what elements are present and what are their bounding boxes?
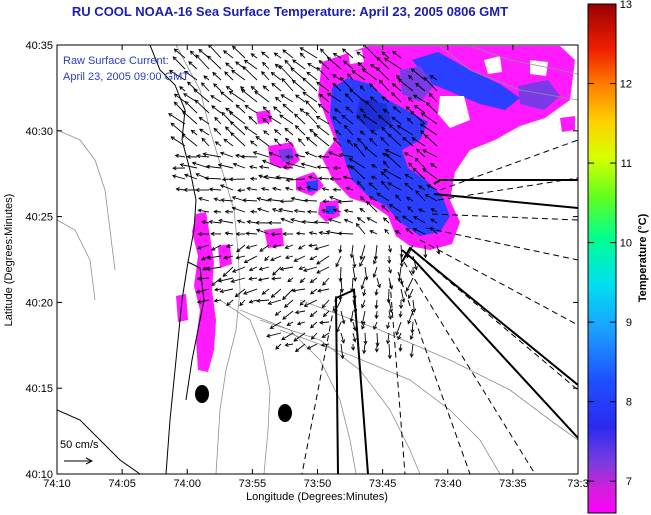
colorbar-tick-label: 11 [621,158,632,170]
y-tick-label: 40:25 [25,212,53,224]
y-tick-label: 40:10 [25,469,53,481]
x-tick-label: 73:3 [567,478,588,490]
y-tick-label: 40:35 [25,40,53,52]
current-annotation-line2: April 23, 2005 09:00 GMT [63,71,189,83]
colorbar-tick-label: 8 [626,397,632,409]
x-tick-label: 73:55 [239,478,267,490]
y-axis-label: Latitude (Degrees:Minutes) [3,194,15,327]
x-tick-label: 73:50 [304,478,332,490]
x-tick-label: 73:35 [499,478,527,490]
colorbar-label: Temperature (°C) [637,213,649,302]
current-vectors [168,45,441,360]
y-tick-label: 40:30 [25,126,53,138]
current-annotation-line1: Raw Surface Current: [63,55,169,67]
radar-site-marker [278,404,292,422]
y-tick-label: 40:15 [25,383,53,395]
vector-scale-label: 50 cm/s [60,439,99,451]
colorbar-tick-label: 13 [620,0,632,11]
transect-lines [301,139,578,474]
colorbar-tick-label: 9 [626,317,632,329]
x-tick-label: 73:40 [434,478,462,490]
coastline [57,45,205,474]
vector-scale-arrow [64,457,94,465]
y-axis: 40:35 40:30 40:25 40:20 40:15 40:10 [25,40,578,481]
colorbar-tick-label: 7 [626,476,632,488]
figure-title: RU COOL NOAA-16 Sea Surface Temperature:… [71,4,509,19]
x-tick-label: 74:10 [43,478,71,490]
colorbar [587,3,617,514]
x-tick-label: 73:45 [369,478,397,490]
colorbar-tick-label: 12 [620,79,632,91]
y-tick-label: 40:20 [25,297,53,309]
x-axis-label: Longitude (Degrees:Minutes) [246,491,388,503]
radar-site-marker [195,385,209,403]
x-tick-label: 74:05 [108,478,136,490]
colorbar-tick-label: 10 [620,238,632,250]
x-tick-label: 74:00 [173,478,201,490]
colorbar-ticks: 13 12 11 10 9 8 7 [588,0,632,488]
x-axis: 74:10 74:05 74:00 73:55 73:50 73:45 73:40 73:35… [43,45,589,490]
